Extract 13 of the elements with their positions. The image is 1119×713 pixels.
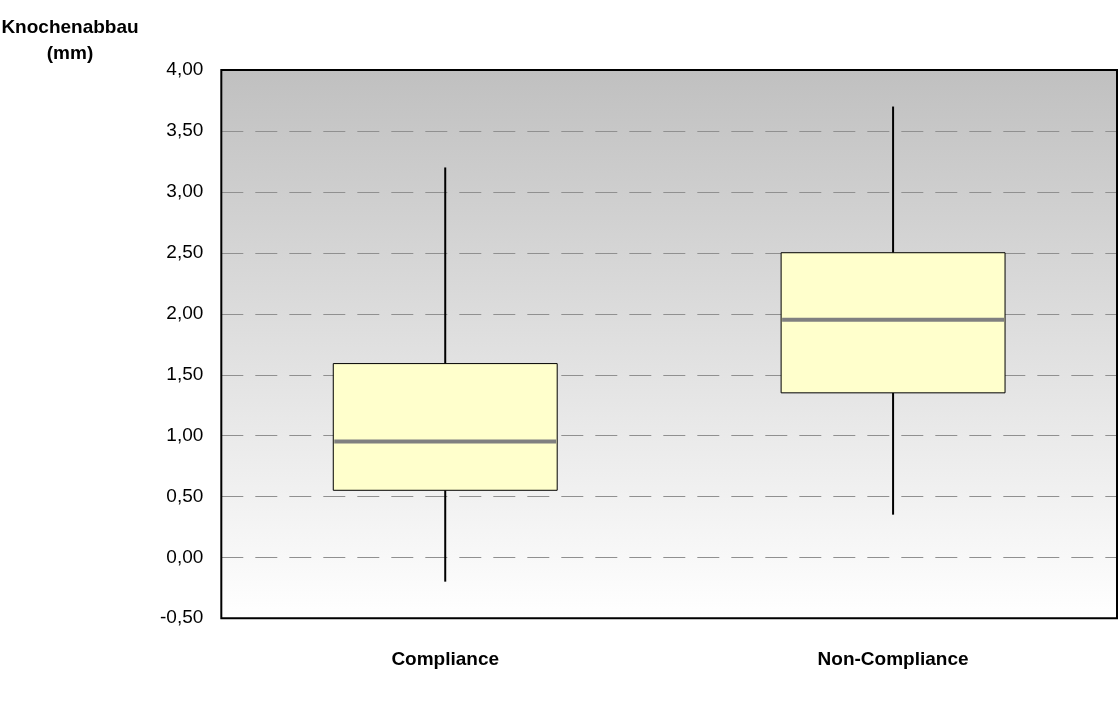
y-tick-label: 2,50 <box>166 240 204 262</box>
y-tick-label: 1,50 <box>166 362 204 384</box>
y-tick-label: 3,00 <box>166 180 204 202</box>
y-axis-title: Knochenabbau (mm) <box>0 15 140 65</box>
y-tick-label: 4,00 <box>166 58 204 80</box>
x-tick-label: Compliance <box>391 647 500 669</box>
y-tick-label: -0,50 <box>159 606 204 628</box>
y-tick-label: 1,00 <box>166 423 204 445</box>
y-tick-label: 0,00 <box>166 545 204 567</box>
x-tick-label: Non-Compliance <box>817 647 969 669</box>
y-tick-label: 3,50 <box>166 119 204 141</box>
y-tick-label: 0,50 <box>166 484 204 506</box>
y-tick-label: 2,00 <box>166 301 204 323</box>
